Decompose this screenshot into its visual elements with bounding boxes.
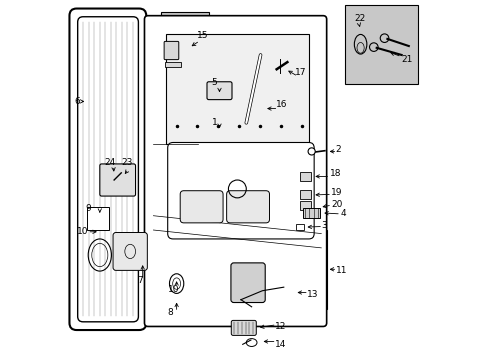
Text: 5: 5 [211,78,217,87]
Bar [344,5,417,84]
FancyBboxPatch shape [144,16,326,327]
FancyBboxPatch shape [78,17,138,322]
FancyBboxPatch shape [167,143,313,239]
Bar [87,207,108,230]
Text: 7: 7 [137,276,143,285]
Text: 10: 10 [77,227,88,236]
FancyBboxPatch shape [180,191,223,223]
Text: 4: 4 [340,209,345,218]
Text: 22: 22 [354,14,365,23]
FancyBboxPatch shape [113,233,147,270]
FancyBboxPatch shape [69,9,146,330]
Circle shape [307,148,315,155]
Text: 23: 23 [121,158,132,167]
Text: 18: 18 [329,169,340,178]
Text: 8: 8 [167,309,173,318]
Bar [299,190,310,199]
Text: 3: 3 [321,221,327,230]
Text: 15: 15 [197,31,208,40]
Text: 6: 6 [75,97,81,106]
Text: 13: 13 [307,290,318,299]
Text: 14: 14 [275,340,286,349]
FancyBboxPatch shape [206,82,231,100]
Text: 19: 19 [330,188,342,197]
FancyBboxPatch shape [230,263,264,302]
Text: 1: 1 [212,118,218,127]
FancyBboxPatch shape [231,320,256,336]
Bar [165,33,308,144]
Text: 16: 16 [275,100,287,109]
Bar [303,207,319,217]
FancyBboxPatch shape [226,191,269,223]
Text: 21: 21 [400,55,411,64]
Bar [299,172,310,181]
Text: 9: 9 [85,204,91,213]
FancyBboxPatch shape [164,41,179,60]
Text: 24: 24 [104,158,116,167]
Text: 11: 11 [335,266,346,275]
Text: 2: 2 [335,145,341,154]
Bar [299,202,310,210]
Bar [296,224,304,230]
FancyBboxPatch shape [100,164,135,196]
Bar [165,62,181,67]
Text: 20: 20 [330,200,342,209]
Text: 17: 17 [295,68,306,77]
Text: 12: 12 [275,322,286,331]
Bar [223,230,326,309]
Bar [160,12,208,69]
Text: 10: 10 [167,285,179,294]
